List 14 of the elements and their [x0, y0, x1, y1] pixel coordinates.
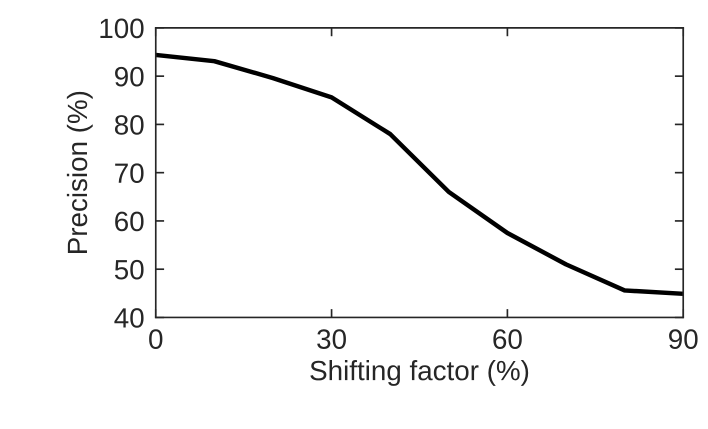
y-tick-label: 50: [114, 260, 144, 280]
y-tick-label: 60: [115, 212, 144, 232]
y-tick-label: 80: [114, 115, 144, 135]
y-axis-title: Precision (%): [66, 92, 93, 253]
x-tick-label: 30: [317, 329, 346, 349]
line-series: [156, 52, 684, 296]
x-tick-label: 0: [149, 329, 162, 349]
y-tick-label: 40: [114, 308, 144, 328]
y-tick-label: 90: [115, 66, 144, 86]
y-tick-label: 100: [100, 18, 144, 38]
y-tick-label: 70: [115, 163, 144, 184]
x-tick-label: 60: [493, 329, 522, 349]
x-tick-label: 90: [669, 329, 698, 349]
x-axis-title: Shifting factor (%): [310, 360, 528, 386]
